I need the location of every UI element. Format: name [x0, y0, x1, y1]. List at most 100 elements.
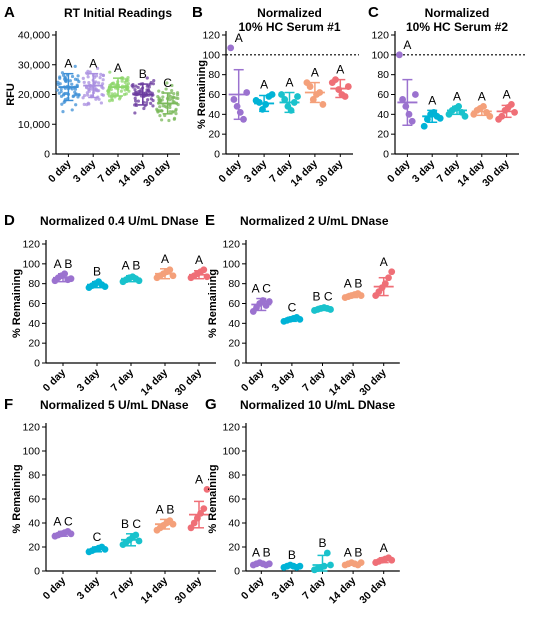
panel-title-line: Normalized 5 U/mL DNase	[40, 398, 189, 412]
data-point	[174, 111, 178, 116]
y-tick-label: 100	[202, 49, 220, 61]
y-tick-label: 60	[228, 298, 240, 310]
data-point	[117, 97, 122, 101]
x-tick-label: 0 day	[46, 158, 74, 186]
data-point	[99, 72, 103, 76]
significance-letter: A	[336, 63, 344, 77]
series-14-day: B	[130, 67, 156, 115]
y-tick-label: 20,000	[18, 89, 50, 101]
data-point	[88, 70, 92, 74]
significance-letter: A	[114, 61, 122, 75]
data-point	[278, 91, 285, 98]
significance-letter: A	[478, 89, 486, 103]
significance-letter: A	[285, 76, 293, 90]
data-point	[94, 97, 98, 101]
data-point	[81, 96, 85, 100]
data-point	[87, 80, 91, 85]
x-tick-label: 7 day	[300, 367, 328, 395]
series-0-day: A B	[249, 546, 273, 569]
data-point	[101, 78, 105, 82]
data-point	[94, 80, 98, 84]
panel-title-line: Normalized 10 U/mL DNase	[240, 398, 395, 412]
data-point	[133, 88, 137, 92]
y-tick-label: 120	[22, 239, 40, 251]
panel-title: Normalized 10 U/mL DNase	[240, 398, 395, 412]
data-point	[73, 64, 77, 68]
data-point	[127, 89, 131, 93]
y-tick-label: 60	[28, 298, 40, 310]
data-point	[59, 94, 64, 98]
data-point	[187, 524, 195, 532]
data-point	[170, 110, 175, 114]
data-point	[97, 89, 101, 93]
panel-title: RT Initial Readings	[64, 6, 172, 20]
significance-letter: A	[428, 93, 436, 107]
significance-letter: A C	[252, 282, 272, 296]
data-point	[148, 90, 152, 94]
x-tick-label: 30 day	[173, 575, 205, 607]
data-point	[60, 71, 65, 75]
data-point	[168, 110, 172, 114]
data-point	[133, 99, 138, 103]
panel-title-line: 10% HC Serum #2	[406, 20, 508, 34]
x-tick-label: 7 day	[109, 367, 137, 395]
y-tick-label: 120	[222, 239, 240, 251]
data-point	[165, 81, 169, 85]
data-point	[94, 74, 99, 78]
data-point	[113, 92, 117, 96]
data-point	[109, 87, 113, 92]
data-point	[68, 79, 72, 83]
x-tick-label: 0 day	[385, 158, 413, 186]
data-point	[131, 85, 135, 89]
data-point	[61, 110, 65, 114]
data-point	[74, 103, 78, 107]
series-0-day: A	[55, 57, 81, 114]
series-30-day: A	[187, 253, 211, 282]
data-point	[424, 115, 431, 123]
y-tick-label: 0	[34, 358, 40, 370]
x-tick-label: 14 day	[116, 158, 148, 190]
significance-letter: A C	[53, 514, 73, 528]
panel-title: Normalized 2 U/mL DNase	[240, 214, 389, 228]
series-3-day: A	[420, 93, 444, 130]
x-tick-label: 3 day	[270, 575, 298, 603]
series-7-day: B C	[119, 517, 143, 548]
data-point	[142, 106, 146, 111]
series-0-day: A C	[51, 514, 75, 540]
data-point	[145, 76, 149, 80]
x-tick-label: 14 day	[327, 575, 359, 607]
significance-letter: A	[380, 255, 388, 269]
data-point	[420, 122, 428, 130]
panel-title-line: Normalized	[257, 6, 322, 20]
data-point	[136, 85, 140, 89]
data-point	[163, 113, 167, 118]
data-point	[76, 74, 80, 78]
data-point	[107, 90, 111, 94]
data-point	[157, 89, 161, 93]
data-point	[113, 83, 117, 87]
data-point	[236, 108, 244, 116]
data-point	[161, 95, 165, 99]
data-point	[60, 102, 64, 106]
data-point	[81, 76, 85, 80]
data-point	[508, 101, 515, 108]
data-point	[161, 104, 165, 108]
data-point	[155, 107, 159, 111]
x-tick-label: 30 day	[141, 158, 173, 190]
x-tick-label: 3 day	[71, 158, 99, 186]
data-point	[480, 103, 487, 110]
significance-letter: A	[89, 57, 97, 71]
data-point	[98, 76, 102, 80]
series-14-day: A	[303, 66, 327, 108]
y-tick-label: 60	[208, 89, 220, 101]
significance-letter: A	[311, 66, 319, 80]
significance-letter: A	[260, 78, 268, 92]
data-point	[190, 519, 198, 527]
data-point	[172, 92, 176, 96]
series-0-day: A	[396, 38, 419, 126]
data-point	[59, 89, 63, 94]
y-tick-label: 120	[202, 30, 220, 42]
y-tick-label: 80	[208, 69, 220, 81]
